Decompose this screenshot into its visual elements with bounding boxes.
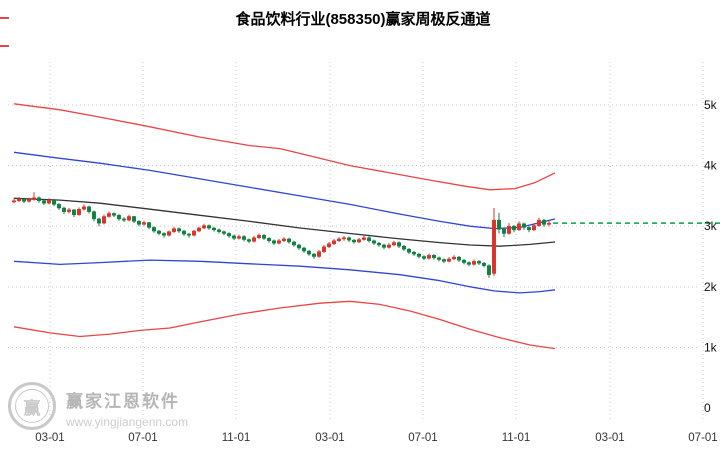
y-axis-label: 0 xyxy=(704,401,711,415)
y-axis-label: 5k xyxy=(704,98,718,112)
x-axis-label: 07-01 xyxy=(408,432,437,444)
x-axis-label: 03-01 xyxy=(595,432,624,444)
x-axis-label: 07-01 xyxy=(688,432,717,444)
channel-line-upper_inner xyxy=(13,151,556,230)
channel-line-lower_outer xyxy=(13,300,556,350)
h-gridlines xyxy=(8,104,700,348)
y-axis-label: 2k xyxy=(704,280,718,294)
x-axis-label: 03-01 xyxy=(315,432,344,444)
y-axis-labels: 5k 4k 3k 2k 1k 0 xyxy=(704,98,718,415)
x-axis-labels: 03-01 07-01 11-01 03-01 07-01 11-01 03-01 07-01 xyxy=(35,432,717,444)
watermark: 赢 赢家江恩软件 www.yingjiangenn.com xyxy=(8,382,188,430)
v-gridlines xyxy=(49,62,704,420)
x-axis-label: 07-01 xyxy=(128,432,157,444)
x-axis-label: 11-01 xyxy=(502,432,531,444)
x-axis-label: 03-01 xyxy=(35,432,64,444)
candlestick-series xyxy=(12,192,551,278)
channel-line-lower_inner xyxy=(13,259,556,294)
watermark-logo-icon: 赢 xyxy=(8,382,56,430)
watermark-url: www.yingjiangenn.com xyxy=(66,415,189,429)
channel-line-upper_outer xyxy=(13,103,556,191)
x-axis-label: 11-01 xyxy=(222,432,251,444)
y-axis-label: 3k xyxy=(704,219,718,233)
y-axis-label: 1k xyxy=(704,340,718,354)
watermark-brand: 赢家江恩软件 xyxy=(66,392,180,411)
y-axis-label: 4k xyxy=(704,159,718,173)
chart-title: 食品饮料行业(858350)赢家周极反通道 xyxy=(235,11,491,28)
left-edge-ticks xyxy=(0,17,9,47)
watermark-logo-glyph: 赢 xyxy=(15,389,49,423)
